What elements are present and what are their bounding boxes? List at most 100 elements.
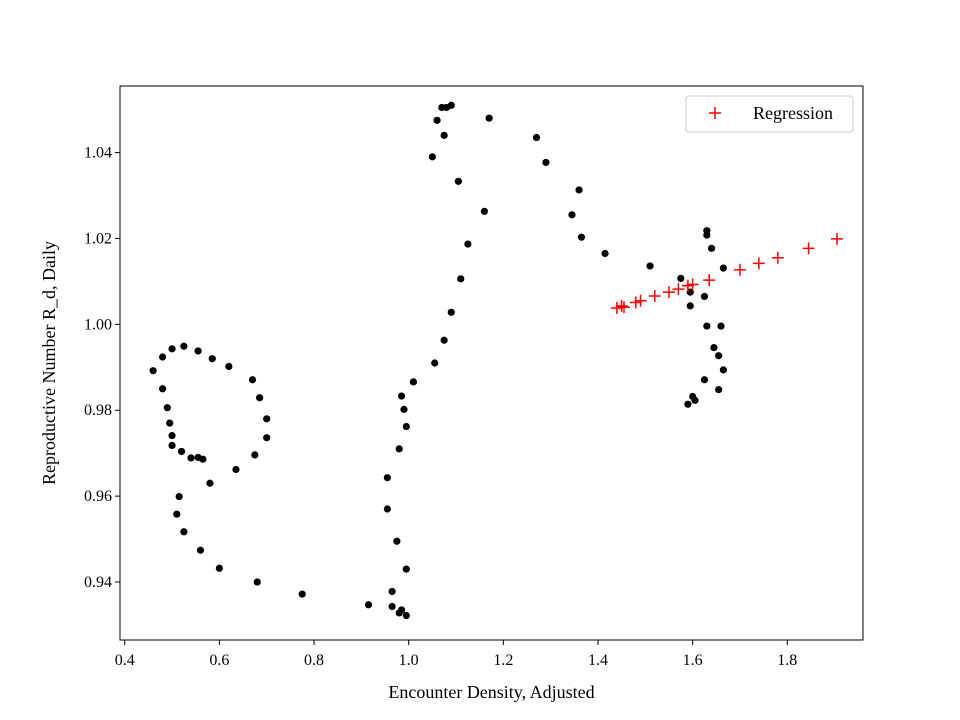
- data-point: [402, 422, 410, 431]
- data-point: [703, 231, 711, 239]
- x-axis-label: Encounter Density, Adjusted: [388, 682, 594, 702]
- data-point: [175, 492, 183, 501]
- data-point: [447, 308, 455, 316]
- data-point: [568, 211, 576, 219]
- x-tick-label: 1.0: [399, 652, 419, 669]
- regression-point: [686, 278, 699, 291]
- regression-point: [615, 299, 628, 312]
- data-point: [206, 479, 214, 487]
- legend-label-regression: Regression: [753, 103, 833, 123]
- data-point: [402, 565, 410, 573]
- regression-point: [752, 257, 765, 270]
- data-point: [717, 322, 725, 330]
- data-point: [253, 578, 261, 586]
- x-tick-label: 1.8: [777, 652, 797, 669]
- data-point: [263, 415, 271, 423]
- data-point: [256, 394, 264, 402]
- data-point: [677, 274, 685, 282]
- regression-point: [830, 232, 843, 245]
- data-point: [149, 367, 157, 375]
- data-point: [577, 233, 586, 241]
- data-point: [187, 454, 195, 462]
- y-tick-label: 1.00: [84, 316, 112, 333]
- data-point: [428, 153, 436, 161]
- regression-point: [703, 274, 716, 287]
- data-point: [199, 455, 207, 463]
- regression-point: [771, 251, 784, 264]
- y-tick-label: 1.02: [84, 230, 112, 247]
- data-point: [542, 158, 550, 167]
- plot-area: [120, 86, 863, 640]
- data-point: [168, 441, 176, 450]
- data-point: [383, 505, 391, 513]
- regression-point: [802, 242, 815, 255]
- data-point: [440, 336, 448, 344]
- data-point: [364, 601, 373, 609]
- data-point: [409, 378, 418, 386]
- data-point: [180, 528, 188, 536]
- regression-point: [634, 294, 647, 307]
- data-point: [715, 386, 723, 394]
- data-point: [715, 352, 723, 360]
- x-axis-ticks: 0.4 0.6 0.8 1.0 1.2 1.4 1.6 1.8: [115, 640, 797, 669]
- regression-point: [618, 301, 631, 314]
- data-point: [431, 359, 439, 367]
- data-point: [248, 376, 257, 384]
- data-point: [166, 419, 174, 427]
- data-point: [438, 103, 446, 112]
- data-point: [388, 602, 396, 611]
- y-tick-label: 0.94: [84, 574, 112, 591]
- data-point: [298, 590, 306, 598]
- data-point: [719, 366, 727, 374]
- x-tick-label: 0.4: [115, 652, 135, 669]
- data-point: [251, 451, 259, 459]
- regression-point: [733, 263, 746, 276]
- x-tick-label: 0.6: [209, 652, 229, 669]
- data-point: [700, 292, 709, 301]
- data-point: [601, 249, 609, 258]
- data-point: [158, 385, 167, 393]
- data-point: [686, 302, 694, 310]
- data-point: [194, 347, 202, 355]
- data-point: [393, 537, 401, 545]
- data-point: [208, 355, 216, 363]
- regression-point: [662, 286, 675, 299]
- y-axis-label: Reproductive Number R_d, Daily: [39, 241, 59, 485]
- data-point: [532, 133, 541, 142]
- data-point: [397, 606, 406, 614]
- data-point: [173, 510, 181, 518]
- x-tick-label: 1.2: [493, 652, 513, 669]
- data-point: [388, 587, 396, 596]
- x-tick-label: 1.6: [683, 652, 703, 669]
- data-point: [215, 564, 223, 572]
- data-point: [395, 445, 403, 453]
- data-point: [400, 405, 408, 413]
- data-point: [158, 353, 167, 361]
- x-tick-label: 0.8: [304, 652, 324, 669]
- data-point: [383, 474, 391, 482]
- regression-point: [648, 290, 661, 303]
- data-point: [710, 343, 718, 352]
- data-point: [447, 101, 455, 109]
- legend-marker-regression: [709, 107, 721, 119]
- y-axis-ticks: 0.94 0.96 0.98 1.00 1.02 1.04: [84, 145, 120, 591]
- data-point: [163, 404, 171, 412]
- legend: Regression: [685, 95, 854, 133]
- data-point: [719, 264, 727, 272]
- data-point: [263, 434, 271, 442]
- data-point: [575, 186, 583, 194]
- legend-box: [685, 95, 854, 133]
- data-point: [402, 611, 410, 620]
- data-point: [168, 431, 176, 440]
- data-point: [180, 342, 188, 350]
- data-point: [707, 244, 716, 252]
- data-point: [440, 131, 448, 139]
- data-marks: [149, 101, 843, 620]
- data-point: [397, 392, 406, 400]
- data-point: [232, 465, 240, 474]
- plot-frame: [119, 85, 864, 641]
- y-tick-label: 0.96: [84, 488, 112, 505]
- data-point: [464, 240, 472, 248]
- data-point: [457, 275, 465, 283]
- data-point: [700, 376, 709, 384]
